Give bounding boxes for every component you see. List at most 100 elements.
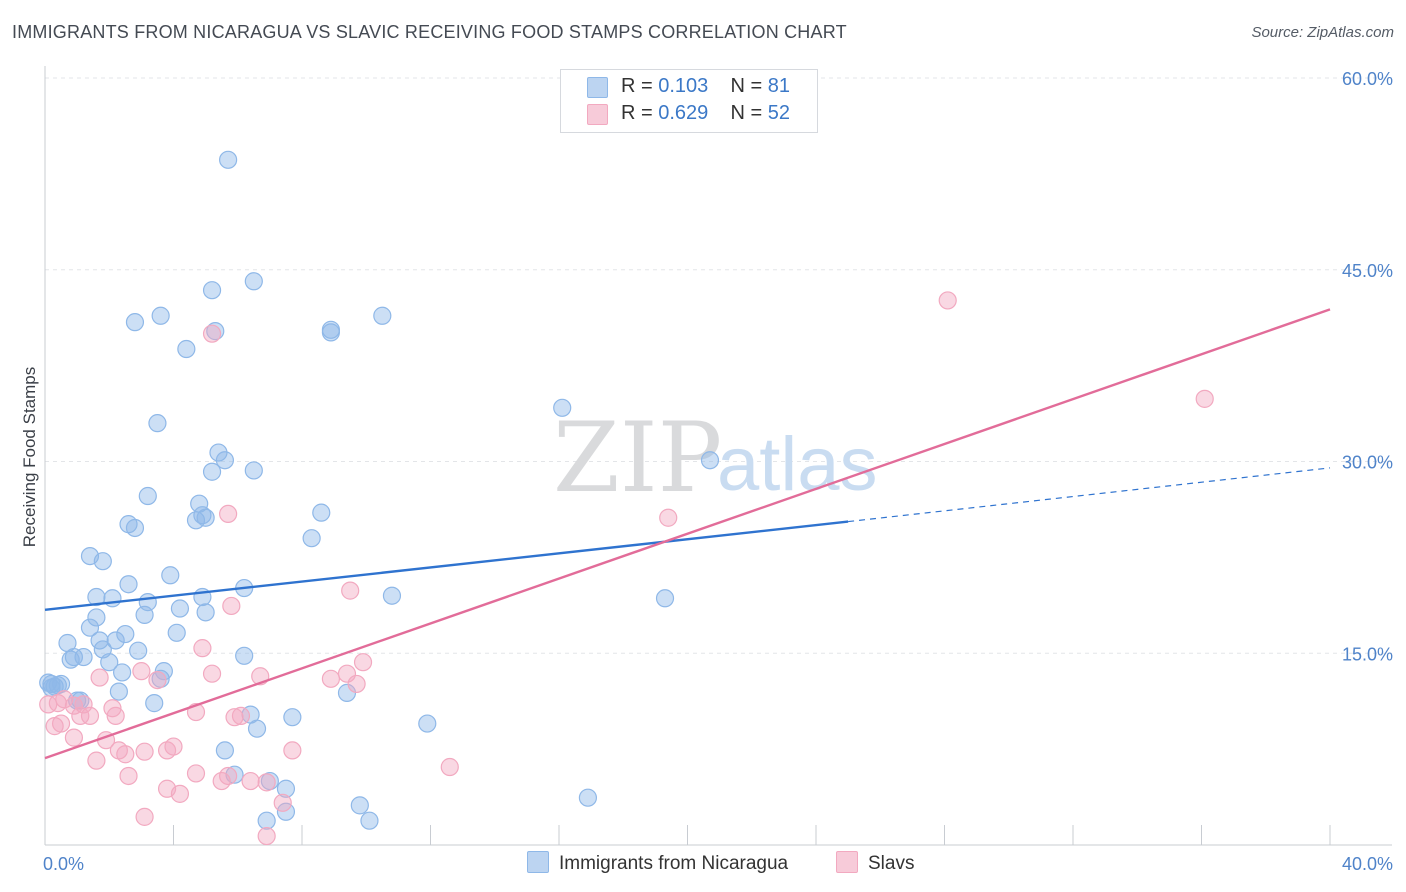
series-name-nicaragua: Immigrants from Nicaragua	[559, 853, 789, 874]
series-swatch-nicaragua	[527, 851, 549, 873]
point-nicaragua	[244, 461, 263, 480]
point-slavs	[257, 826, 276, 846]
series-name-slavs: Slavs	[868, 853, 915, 874]
point-nicaragua	[64, 647, 84, 667]
point-nicaragua	[312, 503, 331, 522]
x-tick-label: 0.0%	[43, 854, 84, 874]
point-slavs	[341, 581, 360, 600]
point-nicaragua	[196, 603, 215, 622]
x-tick-label: 40.0%	[1342, 854, 1393, 874]
point-nicaragua	[135, 605, 154, 625]
r-value-nicaragua: 0.103	[658, 75, 709, 97]
point-slavs	[135, 807, 154, 826]
point-slavs	[80, 706, 100, 725]
point-slavs	[321, 669, 341, 688]
point-nicaragua	[125, 518, 145, 538]
point-nicaragua	[109, 682, 128, 701]
point-nicaragua	[655, 589, 675, 608]
point-nicaragua	[350, 796, 369, 815]
point-slavs	[90, 668, 109, 687]
point-nicaragua	[161, 566, 180, 585]
point-slavs	[273, 793, 292, 812]
point-slavs	[212, 771, 231, 791]
point-slavs	[440, 757, 459, 777]
point-nicaragua	[145, 694, 164, 713]
legend-swatch-nicaragua	[587, 77, 608, 98]
point-nicaragua	[247, 719, 267, 738]
point-slavs	[64, 696, 84, 715]
point-nicaragua	[138, 486, 157, 506]
point-slavs	[39, 695, 58, 714]
point-nicaragua	[302, 529, 321, 548]
trend-line-slavs	[44, 308, 1331, 760]
point-slavs	[241, 771, 260, 791]
chart-title: IMMIGRANTS FROM NICARAGUA VS SLAVIC RECE…	[12, 22, 847, 42]
point-nicaragua	[276, 779, 296, 798]
point-slavs	[106, 706, 125, 725]
n-value-slavs: 52	[767, 102, 791, 124]
point-nicaragua	[93, 552, 112, 571]
point-nicaragua	[578, 788, 598, 807]
point-slavs	[132, 662, 151, 681]
point-slavs	[202, 664, 222, 683]
point-nicaragua	[112, 663, 132, 682]
y-tick-label: 30.0%	[1342, 453, 1393, 473]
r-label: R =	[621, 75, 653, 97]
point-slavs	[135, 742, 154, 761]
correlation-legend: R = 0.103 N = 81 R = 0.629 N = 52	[560, 69, 818, 133]
n-label: N =	[730, 102, 763, 124]
legend-text-slavs: R = 0.629 N = 52	[621, 102, 790, 125]
point-nicaragua	[87, 608, 106, 627]
point-nicaragua	[80, 618, 100, 637]
point-slavs	[193, 639, 212, 658]
point-nicaragua	[215, 451, 234, 470]
point-slavs	[659, 508, 678, 527]
point-nicaragua	[177, 339, 196, 359]
point-nicaragua	[206, 322, 225, 341]
point-nicaragua	[235, 646, 254, 665]
point-nicaragua	[125, 313, 145, 332]
point-nicaragua	[119, 575, 138, 594]
point-nicaragua	[283, 708, 302, 727]
point-slavs	[257, 773, 276, 792]
axes	[44, 66, 1392, 846]
point-slavs	[283, 741, 302, 760]
point-slavs	[116, 745, 135, 764]
tick-labels: 15.0% 30.0% 45.0% 60.0% 0.0% 40.0%	[43, 69, 1393, 874]
point-slavs	[222, 596, 241, 616]
point-nicaragua	[196, 508, 215, 527]
n-label: N =	[730, 75, 763, 97]
point-slavs	[1195, 389, 1214, 408]
point-nicaragua	[129, 641, 148, 660]
point-nicaragua	[382, 586, 402, 605]
y-tick-label: 60.0%	[1342, 69, 1393, 89]
point-slavs	[55, 690, 74, 709]
point-nicaragua	[257, 811, 276, 830]
point-slavs	[225, 708, 244, 727]
point-nicaragua	[219, 150, 238, 169]
point-slavs	[170, 784, 190, 803]
point-slavs	[148, 670, 167, 690]
series-legend-nicaragua: Immigrants from Nicaragua	[527, 851, 788, 877]
point-slavs	[119, 766, 138, 786]
watermark-atlas: atlas	[717, 422, 878, 507]
point-nicaragua	[116, 624, 135, 644]
point-nicaragua	[170, 599, 190, 618]
point-slavs	[74, 695, 93, 714]
trend-line-nicaragua	[44, 520, 849, 611]
point-slavs	[157, 741, 177, 760]
point-slavs	[202, 324, 222, 343]
point-nicaragua	[61, 650, 80, 669]
point-nicaragua	[167, 623, 186, 642]
trend-line-nicaragua-extension	[848, 467, 1331, 523]
point-nicaragua	[151, 306, 170, 325]
r-value-slavs: 0.629	[658, 102, 709, 124]
point-nicaragua	[148, 414, 167, 433]
point-nicaragua	[553, 398, 572, 417]
y-tick-label: 15.0%	[1342, 644, 1393, 664]
point-nicaragua	[87, 587, 106, 607]
point-slavs	[51, 714, 71, 733]
r-label: R =	[621, 102, 653, 124]
source-credit: Source: ZipAtlas.com	[1251, 24, 1394, 41]
point-slavs	[64, 728, 84, 747]
